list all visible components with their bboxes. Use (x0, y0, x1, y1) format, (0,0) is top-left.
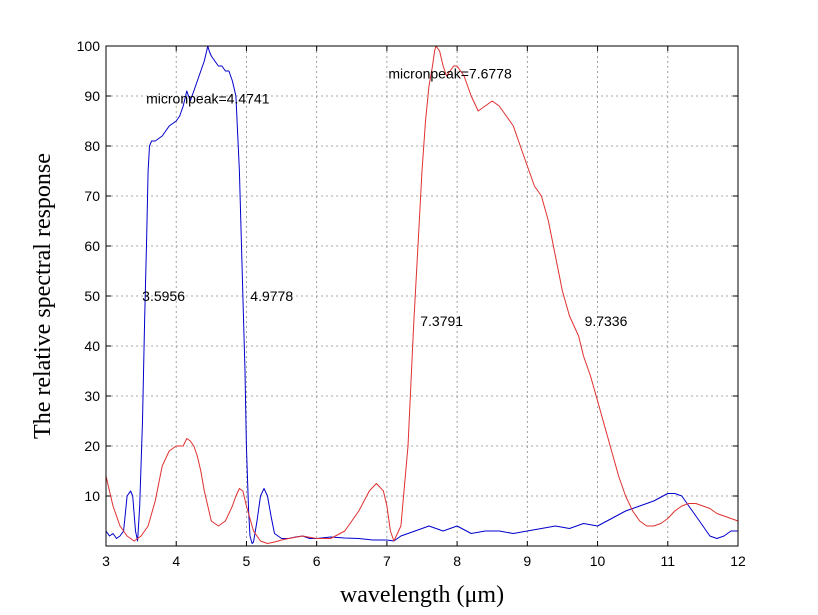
annotation-label: micronpeak=4.4741 (146, 91, 270, 107)
y-tick-label: 50 (84, 288, 100, 304)
y-tick-label: 70 (84, 188, 100, 204)
plot-frame (105, 45, 739, 547)
annotation-label: micronpeak=7.6778 (388, 66, 512, 82)
y-tick-label: 100 (77, 38, 101, 54)
annotations: micronpeak=4.4741 micronpeak=7.6778 3.5956… (142, 66, 627, 330)
grid-lines (106, 46, 738, 546)
y-tick-label: 20 (84, 438, 100, 454)
annotation-label: 9.7336 (585, 313, 628, 329)
x-tick-label: 9 (523, 553, 531, 569)
x-tick-label: 12 (730, 553, 746, 569)
x-tick-label: 6 (313, 553, 321, 569)
x-tick-label: 10 (590, 553, 606, 569)
x-tick-label: 5 (243, 553, 251, 569)
x-tick-label: 7 (383, 553, 391, 569)
annotation-label: 4.9778 (250, 288, 293, 304)
axis-ticks (105, 45, 739, 546)
x-tick-label: 8 (453, 553, 461, 569)
y-tick-label: 40 (84, 338, 100, 354)
y-tick-label: 60 (84, 238, 100, 254)
series-line-red (105, 45, 739, 544)
annotation-label: 3.5956 (142, 288, 185, 304)
series-line-blue (105, 45, 738, 544)
tick-labels: 3 4 5 6 7 8 9 10 11 12 10 20 30 40 50 60 70 80 90 100 (77, 38, 746, 569)
y-axis-label: The relative spectral response (30, 153, 56, 439)
x-tick-label: 11 (661, 553, 676, 569)
x-tick-label: 3 (102, 553, 110, 569)
x-axis-label: wavelength (μm) (340, 582, 504, 608)
y-tick-label: 30 (84, 388, 100, 404)
y-tick-label: 90 (84, 88, 100, 104)
y-tick-label: 80 (84, 138, 100, 154)
series-lines (105, 45, 739, 544)
x-tick-label: 4 (172, 553, 180, 569)
annotation-label: 7.3791 (420, 313, 463, 329)
y-tick-label: 10 (84, 488, 100, 504)
